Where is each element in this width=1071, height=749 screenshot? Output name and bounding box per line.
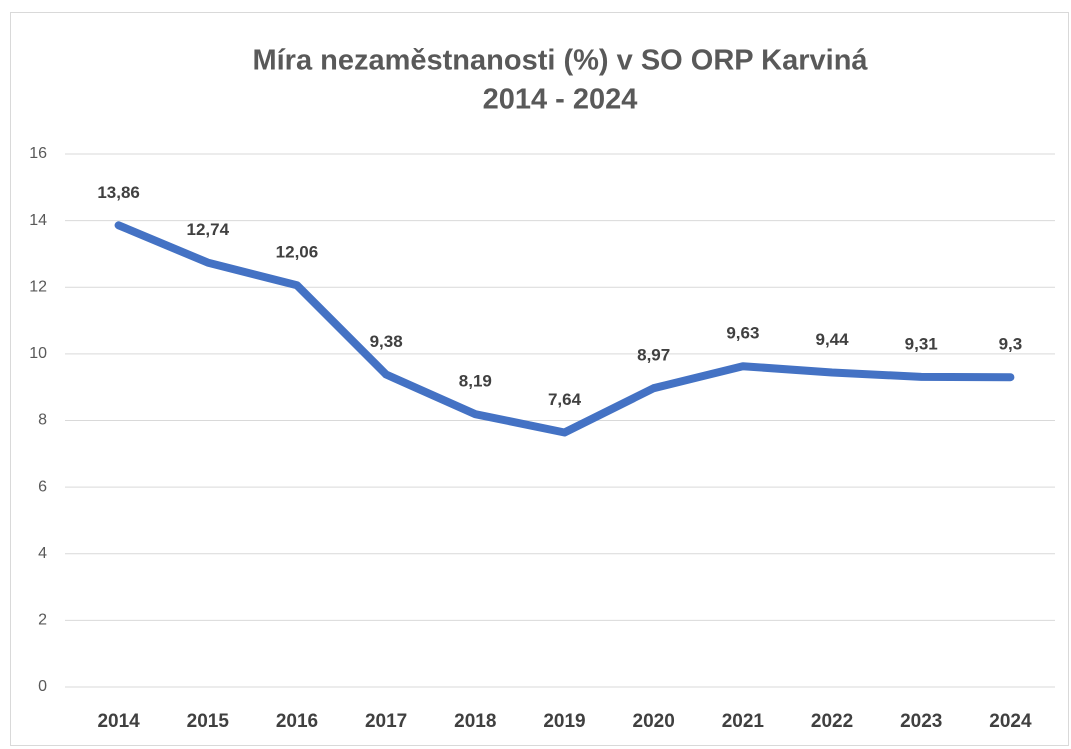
y-tick-label: 8 [38,412,47,429]
x-tick-label: 2018 [454,711,496,732]
x-tick-label: 2017 [365,711,407,732]
data-label: 9,38 [370,332,403,351]
x-tick-label: 2021 [722,711,765,732]
x-tick-label: 2020 [633,711,675,732]
x-tick-label: 2016 [276,711,318,732]
data-label: 9,63 [726,324,759,343]
x-tick-label: 2015 [187,711,230,732]
chart-subtitle: 2014 - 2024 [483,84,638,116]
y-tick-label: 2 [38,612,47,629]
data-label: 12,74 [186,220,229,239]
y-tick-label: 14 [29,212,47,229]
x-tick-label: 2019 [543,711,585,732]
data-label: 13,86 [97,183,140,202]
x-tick-label: 2024 [989,711,1032,732]
y-tick-label: 12 [29,278,47,295]
y-tick-label: 6 [38,478,47,495]
line-series [114,221,1015,437]
data-label: 8,19 [459,372,492,391]
data-label: 12,06 [276,243,319,262]
x-tick-label: 2022 [811,711,853,732]
data-label: 9,31 [905,334,938,353]
chart-title: Míra nezaměstnanosti (%) v SO ORP Karvin… [252,45,868,77]
y-tick-label: 16 [29,145,47,162]
y-tick-label: 10 [29,345,47,362]
y-tick-label: 4 [38,545,47,562]
y-tick-label: 0 [38,678,47,695]
data-label: 7,64 [548,390,582,409]
data-label: 9,44 [815,330,849,349]
data-label: 9,3 [999,335,1023,354]
x-tick-label: 2023 [900,711,942,732]
x-tick-label: 2014 [97,711,140,732]
data-label: 8,97 [637,346,670,365]
